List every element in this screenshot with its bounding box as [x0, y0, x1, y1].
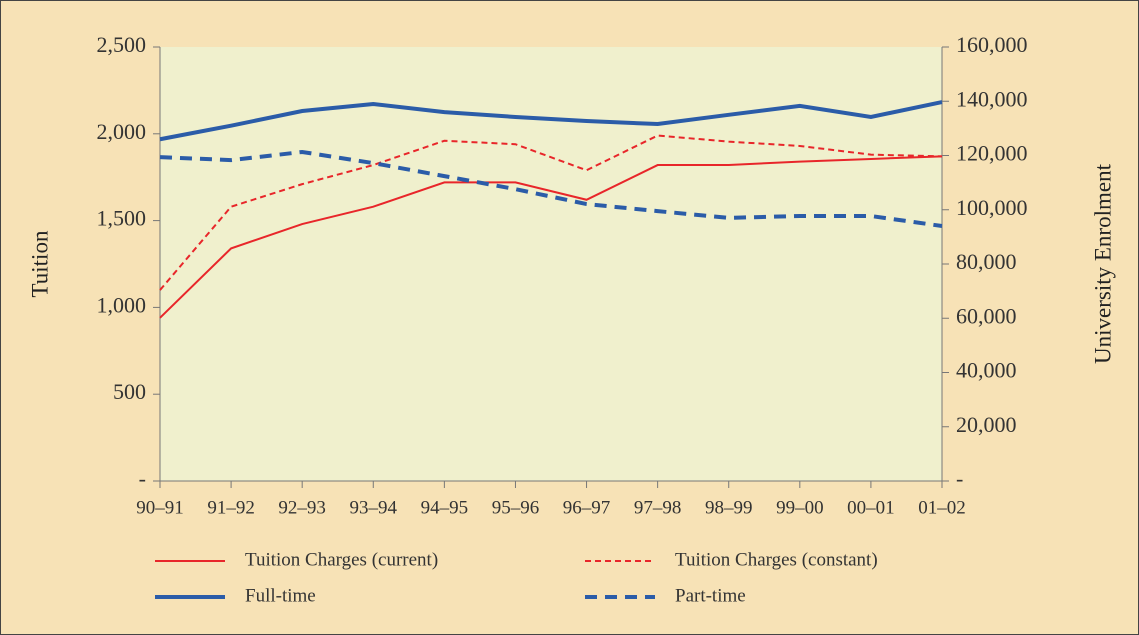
- legend-label: Tuition Charges (current): [245, 549, 438, 570]
- x-tick-label: 98–99: [705, 497, 753, 518]
- x-tick-label: 92–93: [278, 497, 326, 518]
- x-tick-label: 00–01: [847, 497, 895, 518]
- x-tick-label: 99–00: [776, 497, 824, 518]
- legend-label: Part-time: [675, 585, 746, 606]
- legend-label: Full-time: [245, 585, 316, 606]
- y2-tick-label: 20,000: [956, 412, 1017, 437]
- x-tick-label: 90–91: [136, 497, 184, 518]
- y2-tick-label: -: [956, 466, 963, 491]
- y2-tick-label: 80,000: [956, 249, 1017, 274]
- y2-axis-title: University Enrolment: [1090, 163, 1115, 364]
- series-line: [159, 149, 943, 229]
- x-tick-label: 01–02: [918, 497, 966, 518]
- y-tick-label: 1,500: [97, 206, 147, 231]
- y-axis-title: Tuition: [27, 230, 52, 297]
- series-line: [159, 134, 943, 291]
- x-tick-label: 95–96: [492, 497, 540, 518]
- y2-tick-label: 140,000: [956, 86, 1028, 111]
- y-tick-label: 2,500: [97, 32, 147, 57]
- legend-label: Tuition Charges (constant): [675, 549, 878, 570]
- plot-area: [160, 47, 942, 481]
- x-tick-label: 96–97: [563, 497, 611, 518]
- y2-tick-label: 60,000: [956, 303, 1017, 328]
- y2-tick-label: 120,000: [956, 141, 1028, 166]
- y2-tick-label: 160,000: [956, 32, 1028, 57]
- y-tick-label: -: [139, 466, 146, 491]
- y2-tick-label: 100,000: [956, 195, 1028, 220]
- y-tick-label: 500: [113, 379, 146, 404]
- y2-tick-label: 40,000: [956, 358, 1017, 383]
- y-tick-label: 1,000: [97, 292, 147, 317]
- x-tick-label: 91–92: [207, 497, 255, 518]
- x-tick-label: 97–98: [634, 497, 682, 518]
- series-line: [159, 155, 943, 319]
- series-line: [159, 100, 943, 142]
- y-tick-label: 2,000: [97, 119, 147, 144]
- x-tick-label: 93–94: [350, 497, 398, 518]
- x-tick-label: 94–95: [421, 497, 469, 518]
